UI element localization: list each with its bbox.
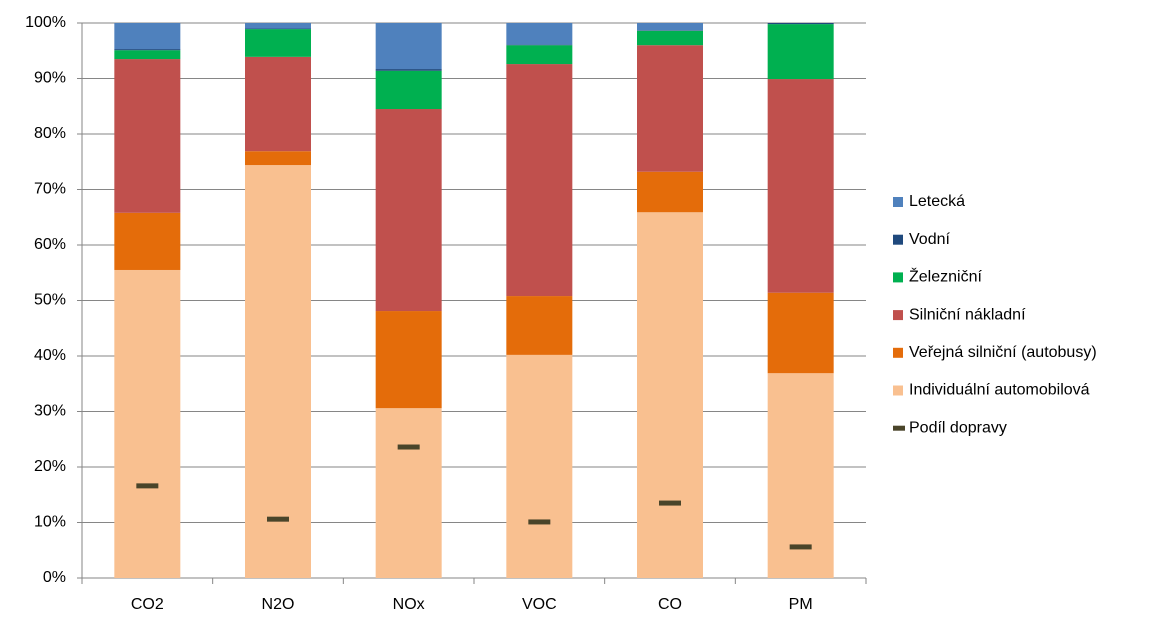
legend-swatch xyxy=(893,347,903,358)
legend-label: Vodní xyxy=(909,231,950,248)
bar-segment xyxy=(375,69,442,71)
y-tick-label: 20% xyxy=(34,458,66,475)
y-tick-label: 100% xyxy=(25,14,66,31)
bar-segment xyxy=(506,45,573,65)
bar-segment xyxy=(637,212,703,578)
bar-segment xyxy=(114,212,181,270)
legend-swatch xyxy=(893,310,903,321)
y-tick-label: 0% xyxy=(43,569,66,586)
share-marker xyxy=(267,516,289,522)
bar-segment xyxy=(375,109,442,312)
bar-segment xyxy=(245,28,311,30)
share-marker xyxy=(528,519,551,525)
y-tick-label: 30% xyxy=(34,403,66,420)
legend-label: Individuální automobilová xyxy=(909,382,1090,399)
x-tick-label: CO2 xyxy=(131,596,164,613)
share-marker xyxy=(136,483,159,489)
bar-segment xyxy=(245,23,311,29)
bar-segment xyxy=(114,23,181,50)
bar-segment xyxy=(114,49,181,51)
legend-swatch xyxy=(893,425,905,431)
bar-segment xyxy=(375,23,442,70)
share-marker xyxy=(397,444,420,450)
x-tick-label: VOC xyxy=(522,596,557,613)
bar-segment xyxy=(637,45,703,172)
x-tick-label: N2O xyxy=(262,596,295,613)
x-tick-label: CO xyxy=(658,596,682,613)
x-tick-label: PM xyxy=(789,596,813,613)
bar-segment xyxy=(245,151,311,166)
legend-swatch xyxy=(893,272,903,283)
legend-label: Veřejná silniční (autobusy) xyxy=(909,344,1097,361)
bar-segment xyxy=(767,373,834,578)
legend-label: Podíl dopravy xyxy=(909,419,1007,436)
bar-segment xyxy=(506,23,573,45)
legend-label: Letecká xyxy=(909,193,965,210)
bar-segment xyxy=(375,70,442,110)
bar-segment xyxy=(506,64,573,297)
bar-segment xyxy=(637,23,703,31)
bar-segment xyxy=(375,408,442,578)
y-tick-label: 10% xyxy=(34,514,66,531)
bar-segment xyxy=(245,29,311,57)
y-tick-label: 80% xyxy=(34,125,66,142)
bar-segment xyxy=(375,311,442,409)
bar-segment xyxy=(767,292,834,374)
bar-segment xyxy=(637,171,703,213)
y-tick-label: 40% xyxy=(34,347,66,364)
bar-segment xyxy=(114,59,181,213)
share-marker xyxy=(789,544,812,550)
bar-segment xyxy=(245,165,311,578)
bar-segment xyxy=(767,24,834,80)
y-tick-label: 90% xyxy=(34,70,66,87)
legend-label: Železniční xyxy=(909,267,982,286)
y-tick-label: 60% xyxy=(34,236,66,253)
legend-swatch xyxy=(893,385,903,396)
y-tick-label: 50% xyxy=(34,292,66,309)
x-tick-label: NOx xyxy=(393,596,425,613)
bar-segment xyxy=(506,296,573,355)
bar-segment xyxy=(245,56,311,152)
bar-segment xyxy=(767,23,834,25)
bar-segment xyxy=(506,354,573,578)
bar-segment xyxy=(114,50,181,60)
y-tick-label: 70% xyxy=(34,181,66,198)
bar-segment xyxy=(637,30,703,31)
legend-swatch xyxy=(893,234,903,245)
bar-segment xyxy=(637,30,703,46)
bar-segment xyxy=(506,44,573,46)
legend-label: Silniční nákladní xyxy=(909,306,1026,323)
legend-swatch xyxy=(893,197,903,207)
bar-segment xyxy=(114,269,181,578)
share-marker xyxy=(659,500,681,506)
bar-segment xyxy=(767,79,834,293)
